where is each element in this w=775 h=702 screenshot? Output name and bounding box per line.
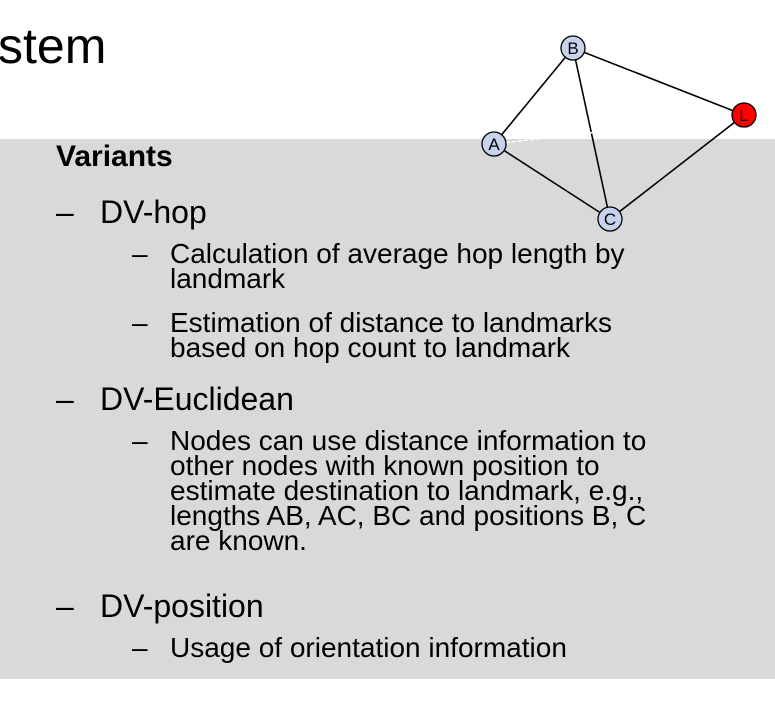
- subbullet-average-hop-length: – Calculation of average hop length by l…: [132, 238, 625, 294]
- subbullet-line: are known.: [170, 525, 307, 556]
- node-label: B: [567, 39, 578, 58]
- node-l-landmark: L: [731, 102, 757, 128]
- subbullet-orientation: – Usage of orientation information: [132, 632, 567, 663]
- node-label: A: [488, 135, 500, 154]
- variants-heading: Variants: [56, 140, 173, 173]
- bullet-dv-position: – DV-position: [56, 588, 264, 624]
- node-label: C: [604, 210, 616, 229]
- bullet-dash: –: [56, 588, 74, 624]
- edge-b-c: [572, 47, 611, 220]
- subbullet-line: Usage of orientation information: [170, 632, 567, 663]
- subbullet-line: estimate destination to landmark, e.g.,: [170, 475, 644, 506]
- node-a: A: [481, 131, 507, 157]
- bullet-label: DV-Euclidean: [100, 381, 294, 417]
- bullet-dash: –: [56, 194, 74, 230]
- edge-b-a: [493, 47, 574, 145]
- subbullet-line: Nodes can use distance information to: [170, 425, 647, 456]
- slide-title: stem: [0, 18, 107, 74]
- node-b: B: [560, 35, 586, 61]
- bullet-label: DV-position: [100, 588, 264, 624]
- subbullet-line: based on hop count to landmark: [170, 332, 571, 363]
- subbullet-line: lengths AB, AC, BC and positions B, C: [170, 500, 647, 531]
- bullet-dv-euclidean: – DV-Euclidean: [56, 381, 294, 417]
- bullet-label: DV-hop: [100, 194, 207, 230]
- subbullet-line: other nodes with known position to: [170, 450, 600, 481]
- subbullet-line: Calculation of average hop length by: [170, 238, 625, 269]
- content-panel: [0, 139, 775, 679]
- bullet-dash: –: [56, 381, 74, 417]
- subbullet-distance-information: – Nodes can use distance information to …: [132, 425, 647, 556]
- subbullet-dash: –: [132, 632, 148, 663]
- subbullet-dash: –: [132, 307, 148, 338]
- edge-b-l: [572, 47, 745, 116]
- node-label: L: [739, 106, 748, 125]
- subbullet-line: landmark: [170, 263, 286, 294]
- bullet-dv-hop: – DV-hop: [56, 194, 207, 230]
- node-c: C: [597, 206, 623, 232]
- subbullet-distance-estimation: – Estimation of distance to landmarks ba…: [132, 307, 612, 363]
- edge-l-c: [609, 114, 745, 220]
- subbullet-line: Estimation of distance to landmarks: [170, 307, 612, 338]
- subbullet-dash: –: [132, 238, 148, 269]
- subbullet-dash: –: [132, 425, 148, 456]
- edge-a-l-dashed: [493, 114, 745, 145]
- edge-a-c: [493, 143, 611, 220]
